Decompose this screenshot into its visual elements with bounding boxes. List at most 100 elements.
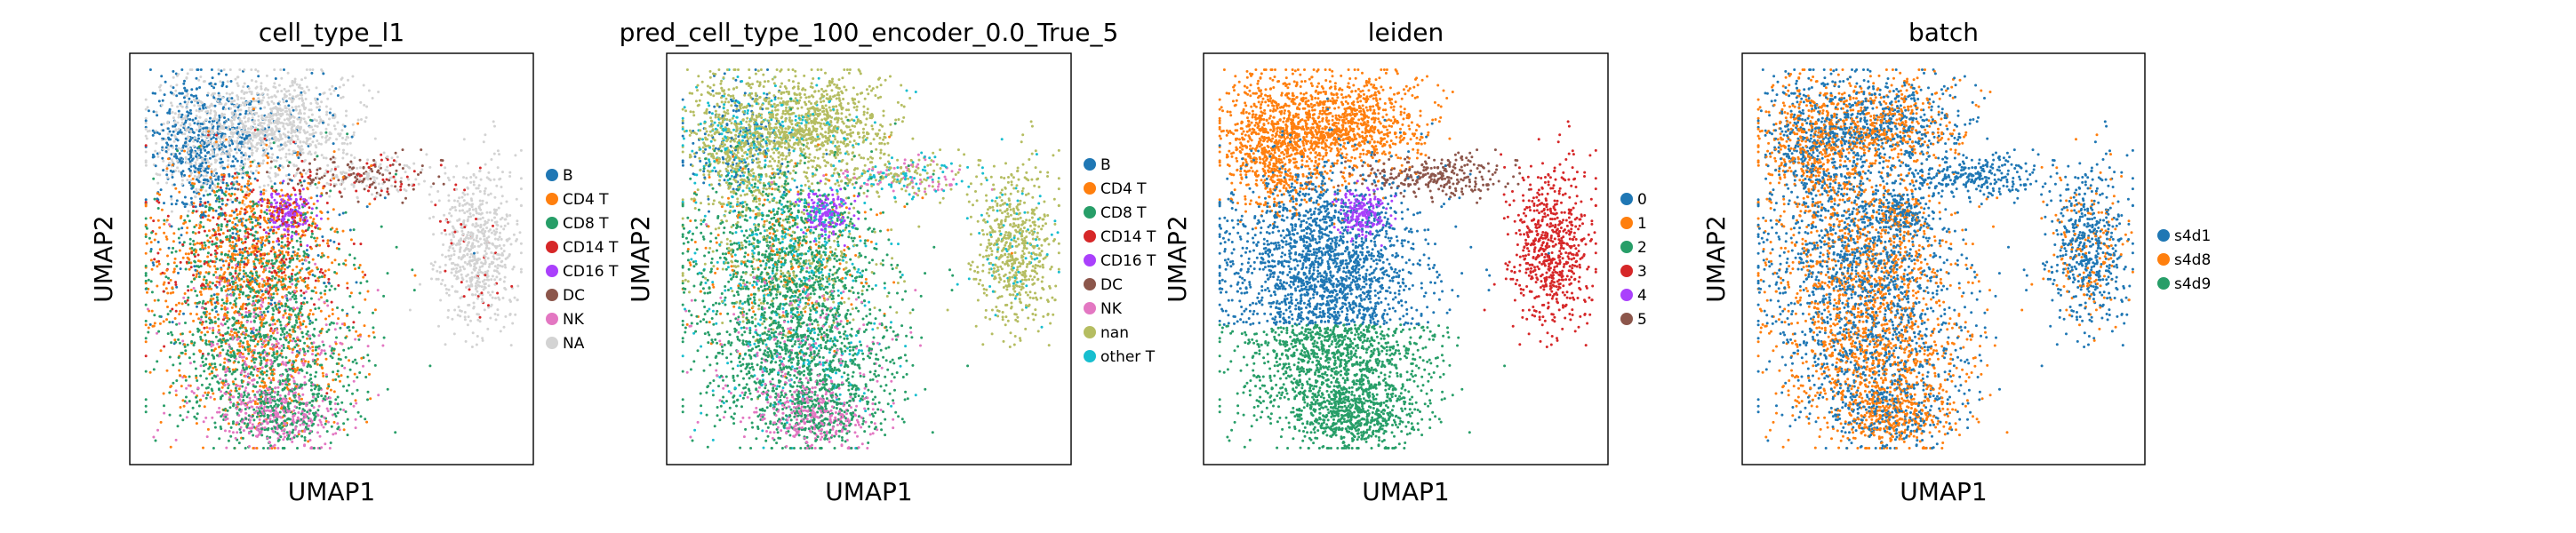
- scatter-point: [225, 181, 228, 185]
- scatter-point: [191, 333, 195, 337]
- scatter-point: [480, 298, 484, 301]
- scatter-point: [246, 235, 250, 239]
- scatter-point: [201, 162, 204, 165]
- scatter-point: [284, 312, 287, 315]
- scatter-point: [231, 142, 235, 146]
- scatter-point: [499, 330, 502, 333]
- scatter-point: [211, 83, 214, 86]
- scatter-point: [252, 262, 256, 266]
- scatter-point: [156, 265, 159, 268]
- scatter-point: [436, 269, 439, 273]
- scatter-point: [259, 317, 262, 321]
- scatter-point: [270, 259, 274, 262]
- scatter-point: [168, 321, 172, 324]
- scatter-point: [145, 242, 148, 245]
- scatter-point: [356, 166, 359, 170]
- scatter-point: [341, 211, 345, 215]
- scatter-point: [514, 154, 517, 157]
- scatter-point: [306, 85, 308, 89]
- scatter-point: [214, 178, 218, 181]
- scatter-point: [241, 176, 244, 179]
- scatter-point: [192, 274, 196, 277]
- scatter-point: [187, 285, 189, 288]
- scatter-point: [293, 188, 297, 192]
- scatter-point: [260, 190, 263, 194]
- scatter-point: [213, 249, 217, 252]
- scatter-point: [444, 283, 447, 287]
- scatter-point: [304, 171, 308, 175]
- scatter-point: [166, 176, 170, 179]
- scatter-point: [385, 178, 388, 181]
- scatter-point: [234, 266, 237, 270]
- scatter-point: [301, 223, 305, 227]
- scatter-point: [291, 254, 293, 258]
- scatter-point: [144, 201, 148, 203]
- scatter-point: [306, 345, 309, 348]
- scatter-point: [246, 182, 250, 186]
- scatter-point: [213, 234, 217, 237]
- scatter-point: [221, 232, 225, 235]
- scatter-point: [261, 147, 265, 150]
- scatter-point: [221, 276, 224, 280]
- scatter-point: [284, 235, 287, 238]
- scatter-point: [185, 94, 188, 98]
- scatter-point: [367, 171, 370, 175]
- scatter-point: [151, 261, 155, 265]
- scatter-point: [200, 286, 204, 290]
- scatter-point: [429, 262, 433, 266]
- scatter-point: [196, 139, 199, 143]
- scatter-point: [508, 171, 512, 174]
- scatter-point: [301, 262, 305, 266]
- scatter-point: [259, 107, 262, 110]
- scatter-point: [287, 195, 290, 198]
- scatter-point: [457, 306, 460, 308]
- scatter-point: [228, 219, 231, 223]
- scatter-point: [348, 141, 352, 145]
- scatter-point: [474, 225, 477, 228]
- scatter-point: [485, 236, 489, 240]
- scatter-point: [175, 199, 179, 203]
- scatter-point: [516, 238, 518, 241]
- scatter-point: [432, 215, 436, 219]
- scatter-point: [162, 123, 165, 125]
- scatter-point: [256, 91, 259, 95]
- scatter-point: [337, 179, 340, 182]
- scatter-point: [198, 115, 202, 119]
- scatter-point: [269, 203, 273, 206]
- scatter-point: [279, 68, 283, 71]
- scatter-point: [160, 103, 164, 107]
- scatter-point: [292, 225, 296, 228]
- scatter-point: [172, 261, 176, 265]
- scatter-point: [453, 263, 457, 266]
- scatter-point: [380, 189, 383, 193]
- scatter-point: [316, 186, 319, 189]
- scatter-point: [266, 306, 269, 310]
- scatter-point: [300, 266, 304, 270]
- scatter-point: [498, 235, 501, 239]
- scatter-point: [260, 101, 263, 105]
- scatter-point: [468, 241, 470, 244]
- scatter-point: [172, 246, 175, 250]
- scatter-point: [304, 98, 308, 100]
- scatter-point: [495, 258, 499, 261]
- scatter-point: [183, 343, 187, 346]
- scatter-point: [500, 195, 504, 198]
- scatter-point: [170, 158, 173, 162]
- scatter-point: [236, 82, 239, 85]
- scatter-point: [233, 299, 236, 303]
- scatter-point: [199, 76, 203, 78]
- scatter-point: [280, 283, 284, 287]
- scatter-point: [299, 153, 302, 156]
- scatter-point: [151, 153, 155, 156]
- scatter-point: [167, 282, 171, 284]
- scatter-point: [323, 349, 326, 353]
- scatter-point: [206, 201, 210, 203]
- scatter-point: [255, 149, 259, 153]
- scatter-point: [412, 187, 415, 191]
- scatter-point: [242, 166, 245, 170]
- scatter-point: [475, 187, 478, 190]
- scatter-point: [316, 124, 319, 128]
- scatter-point: [309, 308, 312, 312]
- scatter-point: [252, 97, 255, 100]
- scatter-point: [226, 165, 229, 169]
